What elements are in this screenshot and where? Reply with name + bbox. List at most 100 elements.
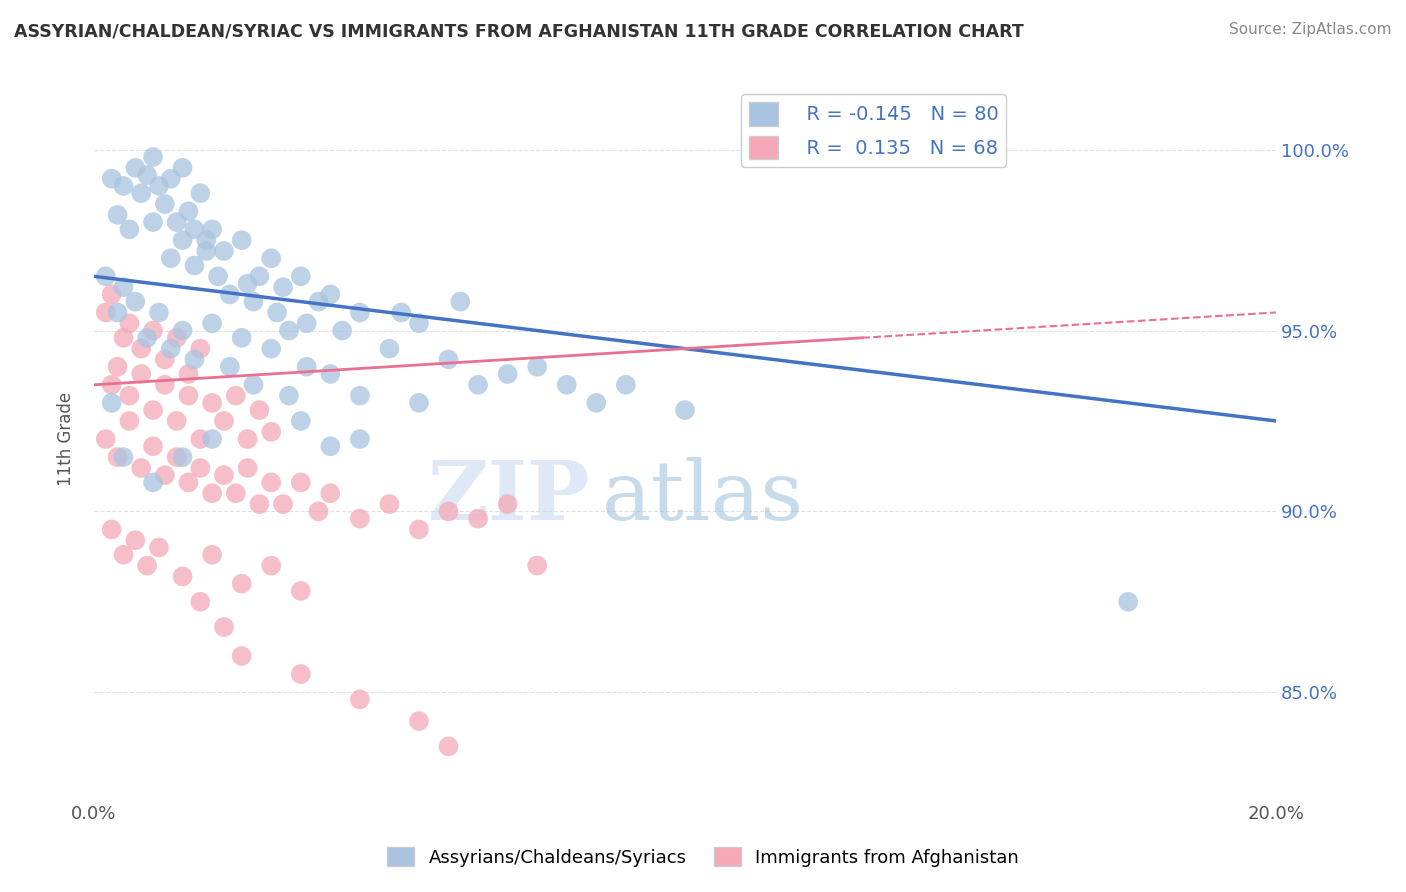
Point: [188, 595, 211, 609]
Point: [526, 558, 548, 573]
Point: [278, 389, 301, 403]
Point: [188, 186, 211, 201]
Point: [129, 461, 152, 475]
Point: [129, 342, 152, 356]
Point: [225, 389, 247, 403]
Point: [290, 269, 312, 284]
Point: [159, 252, 181, 266]
Point: [166, 215, 188, 229]
Point: [236, 277, 259, 291]
Point: [555, 377, 578, 392]
Point: [112, 280, 135, 294]
Point: [249, 403, 271, 417]
Point: [408, 316, 430, 330]
Point: [1116, 595, 1139, 609]
Point: [166, 331, 188, 345]
Point: [225, 486, 247, 500]
Point: [378, 497, 401, 511]
Point: [118, 222, 141, 236]
Point: [437, 352, 460, 367]
Point: [330, 324, 353, 338]
Point: [614, 377, 637, 392]
Point: [266, 305, 288, 319]
Legend:   R = -0.145   N = 80,   R =  0.135   N = 68: R = -0.145 N = 80, R = 0.135 N = 68: [741, 95, 1007, 167]
Point: [389, 305, 412, 319]
Point: [271, 280, 294, 294]
Point: [231, 331, 253, 345]
Point: [100, 287, 122, 301]
Point: [201, 222, 224, 236]
Point: [673, 403, 696, 417]
Legend: Assyrians/Chaldeans/Syriacs, Immigrants from Afghanistan: Assyrians/Chaldeans/Syriacs, Immigrants …: [380, 840, 1026, 874]
Point: [449, 294, 471, 309]
Point: [153, 197, 176, 211]
Point: [100, 171, 122, 186]
Point: [260, 475, 283, 490]
Point: [319, 287, 342, 301]
Point: [100, 523, 122, 537]
Text: ZIP: ZIP: [427, 457, 591, 537]
Point: [172, 161, 194, 175]
Point: [437, 504, 460, 518]
Point: [142, 150, 165, 164]
Point: [295, 316, 318, 330]
Text: atlas: atlas: [602, 457, 804, 537]
Point: [231, 233, 253, 247]
Point: [100, 396, 122, 410]
Point: [408, 714, 430, 728]
Point: [290, 475, 312, 490]
Point: [136, 331, 159, 345]
Point: [319, 486, 342, 500]
Point: [236, 461, 259, 475]
Point: [148, 541, 170, 555]
Point: [124, 294, 146, 309]
Point: [153, 352, 176, 367]
Point: [188, 342, 211, 356]
Point: [172, 450, 194, 464]
Point: [159, 342, 181, 356]
Point: [408, 523, 430, 537]
Point: [278, 324, 301, 338]
Point: [136, 558, 159, 573]
Point: [467, 377, 489, 392]
Point: [107, 208, 129, 222]
Point: [295, 359, 318, 374]
Point: [378, 342, 401, 356]
Point: [118, 389, 141, 403]
Point: [585, 396, 607, 410]
Point: [260, 252, 283, 266]
Point: [349, 511, 371, 525]
Point: [231, 648, 253, 663]
Point: [153, 377, 176, 392]
Point: [319, 439, 342, 453]
Point: [112, 331, 135, 345]
Point: [148, 305, 170, 319]
Point: [349, 692, 371, 706]
Point: [437, 739, 460, 754]
Point: [142, 324, 165, 338]
Point: [142, 215, 165, 229]
Point: [290, 667, 312, 681]
Point: [231, 576, 253, 591]
Point: [107, 359, 129, 374]
Point: [124, 161, 146, 175]
Point: [172, 233, 194, 247]
Point: [148, 178, 170, 193]
Point: [260, 342, 283, 356]
Point: [94, 305, 117, 319]
Text: ASSYRIAN/CHALDEAN/SYRIAC VS IMMIGRANTS FROM AFGHANISTAN 11TH GRADE CORRELATION C: ASSYRIAN/CHALDEAN/SYRIAC VS IMMIGRANTS F…: [14, 22, 1024, 40]
Point: [408, 396, 430, 410]
Point: [260, 425, 283, 439]
Point: [112, 450, 135, 464]
Point: [172, 324, 194, 338]
Point: [183, 352, 205, 367]
Point: [129, 367, 152, 381]
Point: [188, 461, 211, 475]
Point: [242, 294, 264, 309]
Point: [172, 569, 194, 583]
Point: [308, 294, 330, 309]
Point: [129, 186, 152, 201]
Point: [496, 497, 519, 511]
Point: [207, 269, 229, 284]
Point: [212, 468, 235, 483]
